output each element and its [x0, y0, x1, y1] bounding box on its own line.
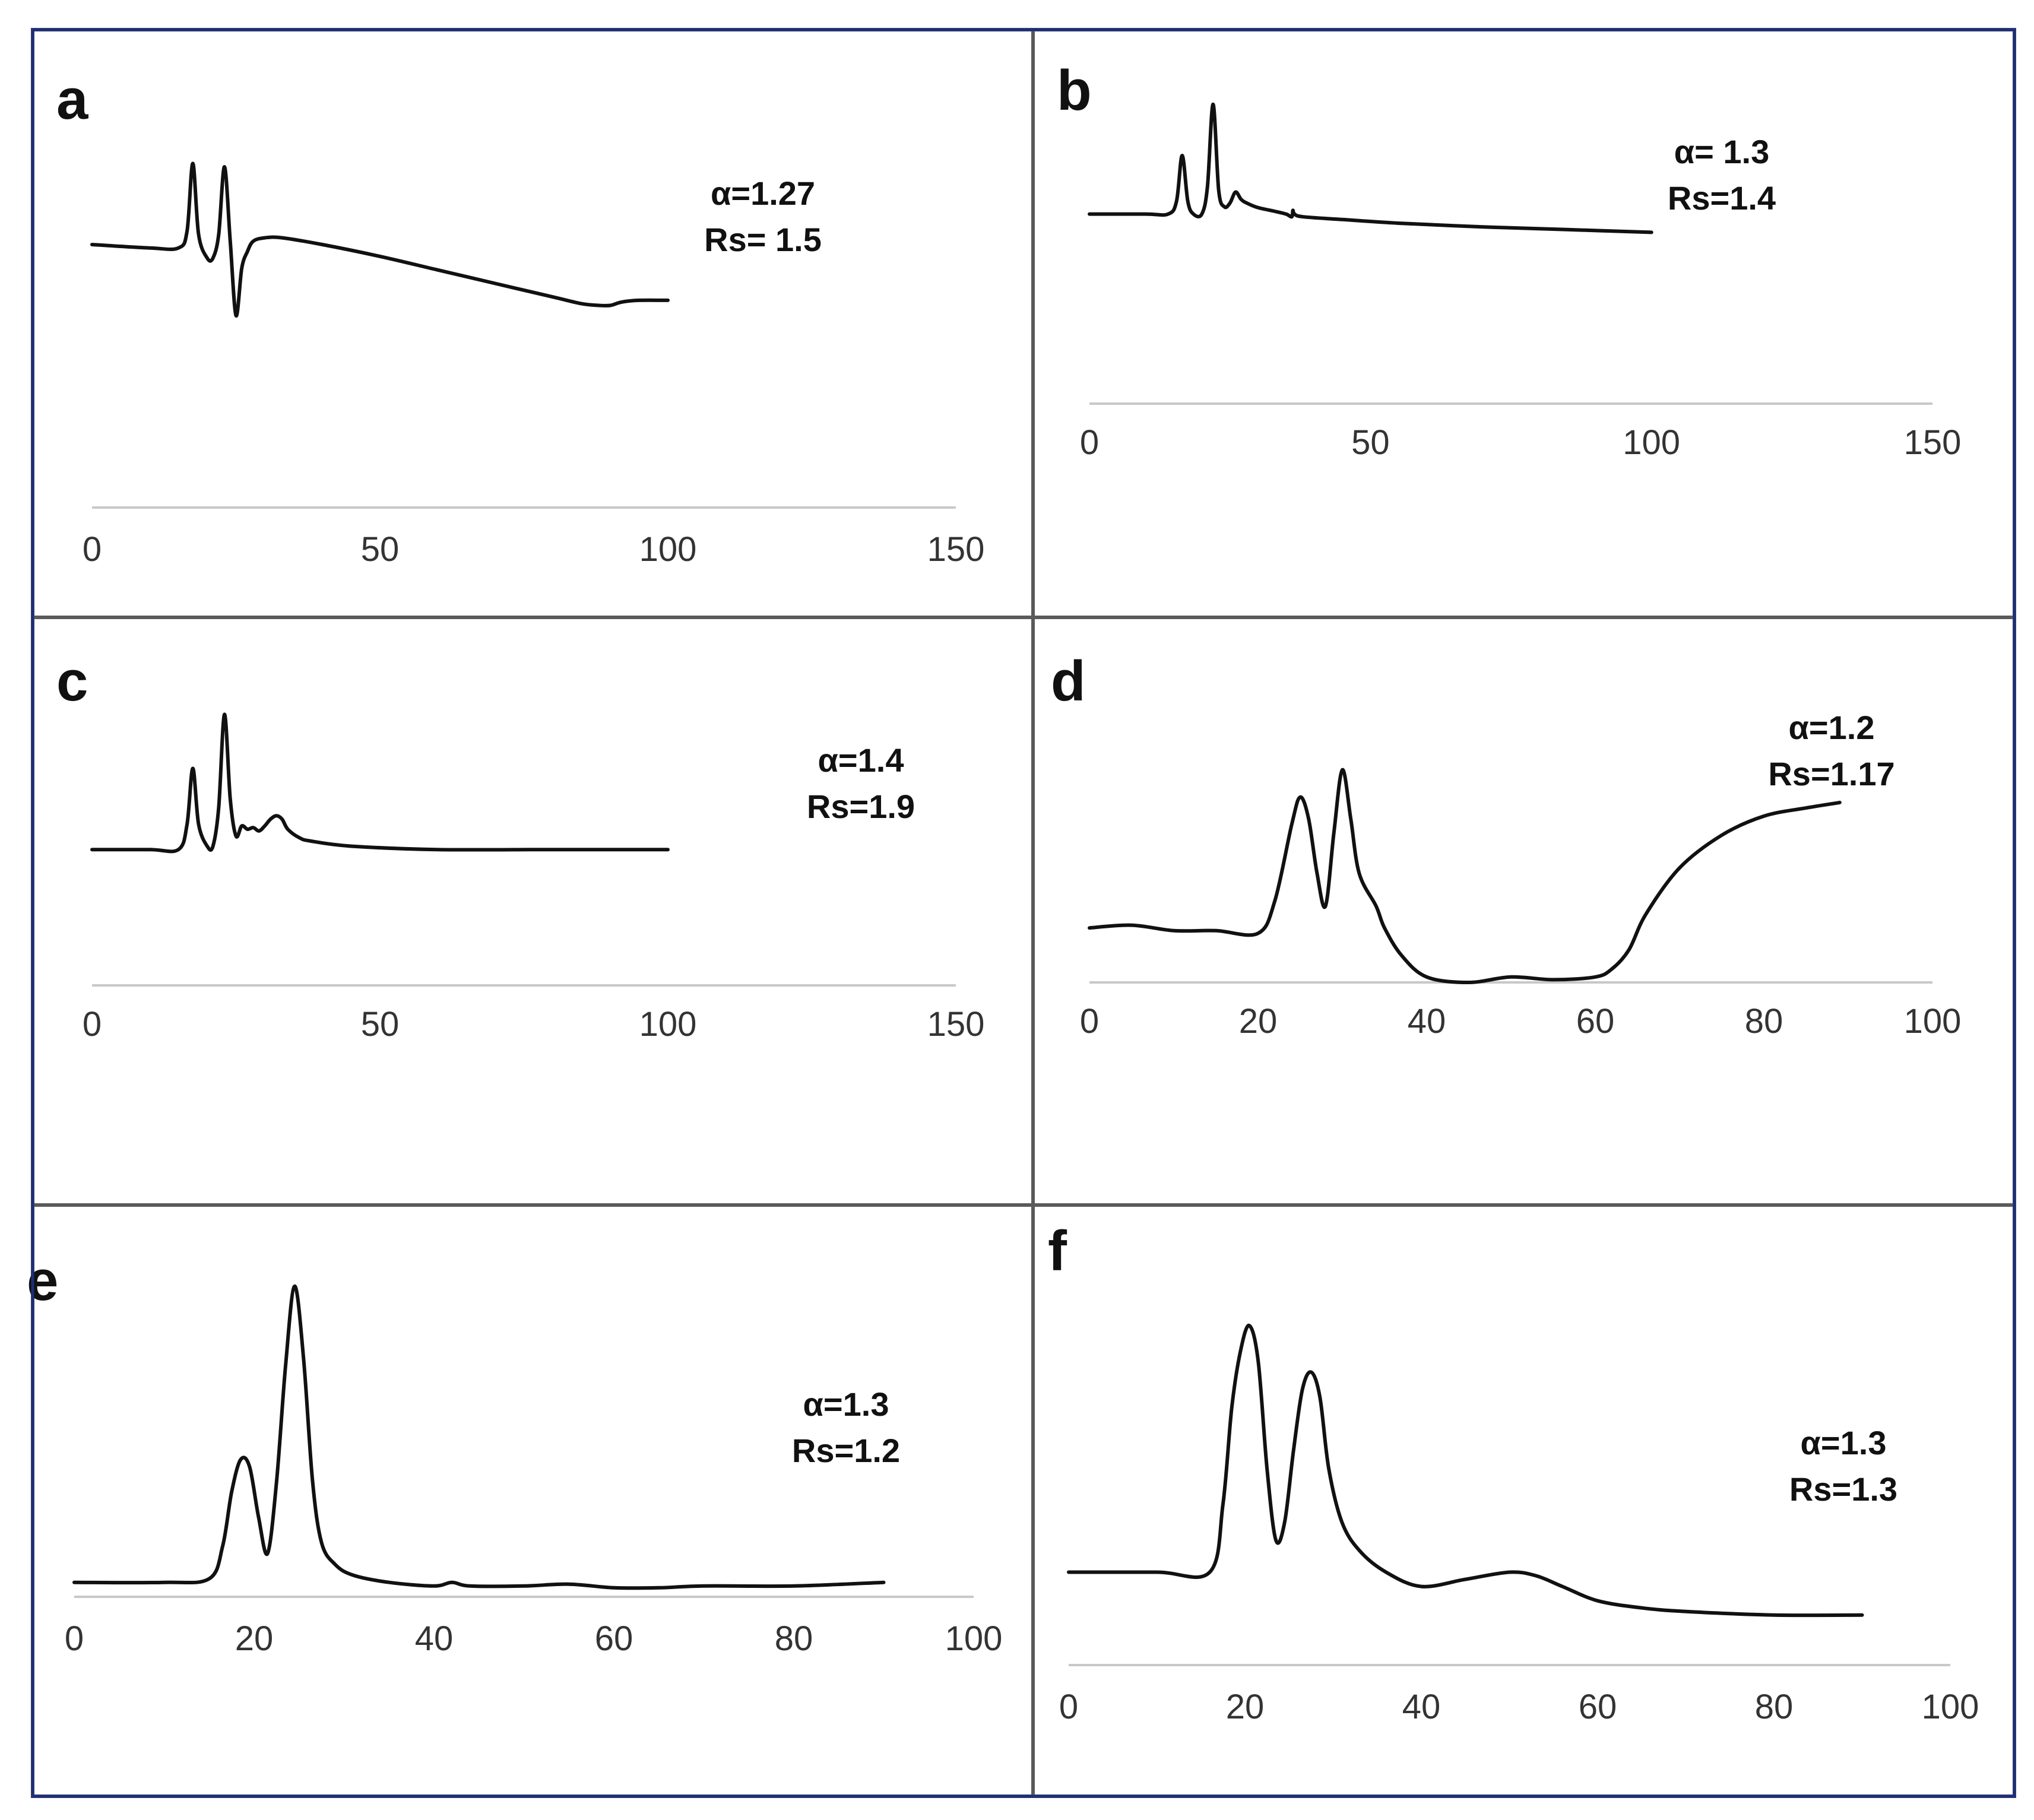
figure-outer-border	[31, 28, 2016, 1798]
panel-f-tick-label: 80	[1755, 1688, 1794, 1726]
panel-a-annotation: Rs= 1.5	[704, 221, 822, 258]
panel-d-annotation: Rs=1.17	[1768, 755, 1894, 792]
panel-e-tick-label: 100	[945, 1619, 1003, 1658]
panel-f-tick-label: 20	[1226, 1688, 1265, 1726]
panel-f-letter: f	[1048, 1219, 1067, 1283]
panel-d-annotation: α=1.2	[1789, 709, 1875, 746]
panel-c-tick-label: 50	[361, 1005, 400, 1044]
panel-f-tick-label: 100	[1922, 1688, 1979, 1726]
panel-b-tick-label: 100	[1623, 423, 1680, 462]
panel-d-tick-label: 80	[1745, 1002, 1783, 1041]
panel-b-letter: b	[1057, 59, 1092, 122]
panel-c-annotation: α=1.4	[818, 741, 904, 779]
panel-a-tick-label: 100	[639, 530, 697, 569]
panel-f: f 0 20 40 60 80 100 α=1.3 Rs=1.3	[1031, 1203, 2016, 1798]
panels-layer: a 0 50 100 150 α=1.27 Rs= 1.5 b 0 50 100 150 α= 1.3 R…	[27, 28, 2016, 1798]
panel-b-tick-label: 150	[1904, 423, 1962, 462]
panel-e-tick-label: 60	[595, 1619, 633, 1658]
panel-e-annotation: α=1.3	[803, 1385, 889, 1423]
panel-d-tick-label: 60	[1576, 1002, 1615, 1041]
panel-e-tick-label: 40	[415, 1619, 454, 1658]
panel-d-tick-label: 40	[1408, 1002, 1446, 1041]
panel-d: d 0 20 40 60 80 100 α=1.2 Rs=1.17	[1031, 616, 2016, 1207]
panel-f-annotation: α=1.3	[1801, 1424, 1887, 1461]
panel-a-tick-label: 0	[83, 530, 102, 569]
panel-e-tick-label: 80	[775, 1619, 813, 1658]
panel-a-tick-label: 150	[927, 530, 985, 569]
panel-c-tick-label: 0	[83, 1005, 102, 1044]
panel-d-tick-label: 100	[1904, 1002, 1962, 1041]
panel-f-annotation: Rs=1.3	[1789, 1470, 1897, 1508]
panel-d-letter: d	[1051, 649, 1086, 713]
panel-b-tick-label: 0	[1080, 423, 1099, 462]
panel-b-annotation: α= 1.3	[1674, 133, 1770, 170]
panel-e-annotation: Rs=1.2	[792, 1432, 900, 1469]
panel-b-chromatogram-trace	[1088, 102, 1653, 234]
panel-f-chromatogram-trace	[1067, 1324, 1864, 1618]
panel-f-tick-label: 0	[1059, 1688, 1078, 1726]
panel-c-letter: c	[56, 649, 88, 713]
panel-d-tick-label: 20	[1239, 1002, 1278, 1041]
panel-a-chromatogram-trace	[90, 161, 670, 318]
panel-a-annotation: α=1.27	[711, 175, 815, 212]
panel-c-tick-label: 100	[639, 1005, 697, 1044]
panel-c-annotation: Rs=1.9	[807, 788, 915, 825]
panel-a: a 0 50 100 150 α=1.27 Rs= 1.5	[31, 28, 1035, 619]
panel-e-chromatogram-trace	[72, 1284, 886, 1590]
panel-d-tick-label: 0	[1080, 1002, 1099, 1041]
panel-e-tick-label: 20	[235, 1619, 274, 1658]
panel-f-tick-label: 60	[1579, 1688, 1617, 1726]
panel-a-letter: a	[56, 68, 88, 131]
panel-b-annotation: Rs=1.4	[1668, 179, 1776, 217]
panel-e-tick-label: 0	[65, 1619, 84, 1658]
panel-b-tick-label: 50	[1351, 423, 1390, 462]
panel-c-tick-label: 150	[927, 1005, 985, 1044]
panel-d-chromatogram-trace	[1088, 768, 1842, 984]
panel-c-chromatogram-trace	[90, 712, 670, 854]
panel-a-tick-label: 50	[361, 530, 400, 569]
panel-f-tick-label: 40	[1402, 1688, 1441, 1726]
